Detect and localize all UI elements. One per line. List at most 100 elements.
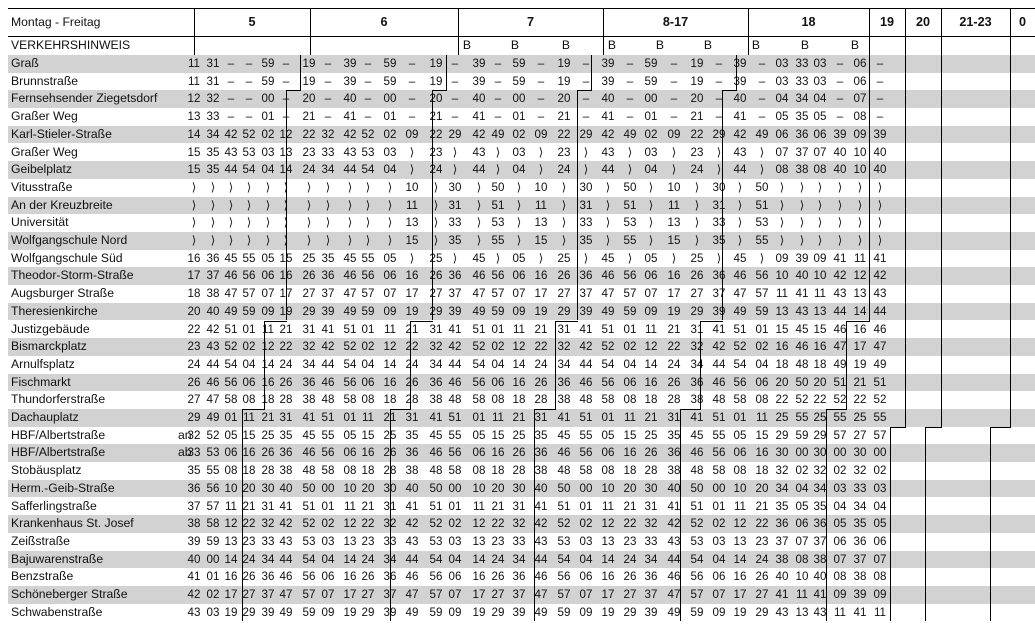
- departure-time: 26: [302, 269, 316, 283]
- stop-name: Wolfgangschule Nord: [11, 233, 128, 247]
- departure-time: ⟩: [759, 251, 765, 265]
- departure-time: 01: [361, 322, 375, 336]
- departure-time: 35: [795, 110, 809, 124]
- departure-time: 18: [242, 464, 256, 478]
- stop-row: Krankenhaus St. Josef 38 58 12 22 32 42 52 02 12 2…: [8, 515, 1035, 533]
- departure-time: –: [227, 110, 235, 124]
- departure-time: 05: [833, 517, 847, 531]
- departure-time: 26: [261, 446, 275, 460]
- departure-time: 34: [644, 552, 658, 566]
- departure-time: ⟩: [627, 251, 633, 265]
- departure-time: –: [670, 74, 678, 88]
- departure-time: ⟩: [191, 180, 197, 194]
- departure-time: –: [277, 108, 295, 126]
- departure-time: 51: [343, 322, 357, 336]
- departure-time: 30: [712, 180, 726, 194]
- departure-time: ⟩: [476, 198, 482, 212]
- departure-time: 22: [187, 322, 201, 336]
- departure-time: 09: [405, 127, 419, 141]
- hour-separator: [603, 8, 604, 55]
- departure-time: ⟩: [627, 145, 633, 159]
- departure-time: 33: [206, 110, 220, 124]
- departure-time: 46: [429, 446, 443, 460]
- hour-header-0: 0: [1018, 15, 1026, 29]
- departure-time: 33: [712, 216, 726, 230]
- departure-time: 41: [405, 499, 419, 513]
- departure-time: ⟩: [817, 234, 823, 247]
- departure-time: 49: [833, 357, 847, 371]
- departure-time: 34: [795, 92, 809, 106]
- departure-time: 46: [579, 375, 593, 389]
- departure-time: 15: [187, 163, 201, 177]
- departure-time: 13: [343, 534, 357, 548]
- departure-time: 11: [601, 499, 615, 513]
- departure-time: 01: [261, 110, 275, 124]
- departure-time: 35: [853, 517, 867, 531]
- departure-time: 27: [187, 393, 201, 407]
- departure-time: –: [537, 57, 545, 70]
- departure-time: 55: [321, 428, 335, 442]
- departure-time: 31: [261, 499, 275, 513]
- stop-row: Schöneberger Straße 42 02 17 27 37 47 57 07 17 27 3…: [8, 586, 1035, 604]
- departure-time: 17: [472, 588, 486, 601]
- stop-name: HBF/Albertstraße: [11, 445, 106, 460]
- departure-time: 49: [472, 304, 486, 318]
- departure-time: 39: [448, 304, 462, 318]
- departure-time: 39: [873, 127, 887, 141]
- departure-time: 19: [557, 74, 571, 88]
- departure-time: 12: [512, 340, 526, 354]
- departure-time: 21: [853, 375, 867, 389]
- hour-step-line: [700, 320, 723, 322]
- departure-time: 33: [644, 534, 658, 548]
- departure-time: 09: [512, 304, 526, 318]
- departure-time: 42: [534, 517, 548, 531]
- departure-time: ⟩: [495, 163, 501, 177]
- hour-step-line: [577, 90, 592, 92]
- departure-time: 02: [512, 127, 526, 141]
- departure-time: 00: [512, 92, 526, 106]
- departure-time: –: [282, 74, 290, 88]
- departure-time: 51: [302, 499, 316, 513]
- departure-time: 08: [733, 464, 747, 478]
- departure-time: 34: [690, 357, 704, 371]
- departure-time: 48: [690, 464, 704, 478]
- departure-time: 09: [775, 251, 789, 265]
- departure-time: 19: [557, 57, 571, 70]
- departure-time: ⟩: [716, 163, 722, 177]
- departure-time: 35: [813, 499, 827, 513]
- departure-time: 51: [557, 499, 571, 513]
- departure-time: 49: [755, 127, 769, 141]
- departure-time: 36: [775, 517, 789, 531]
- departure-time: 10: [667, 180, 681, 194]
- departure-time: –: [836, 92, 844, 106]
- departure-time: 22: [534, 340, 548, 354]
- departure-time: ⟩: [265, 198, 271, 212]
- departure-time: 35: [579, 234, 593, 247]
- departure-time: 58: [224, 393, 238, 407]
- departure-time: 09: [712, 605, 726, 619]
- departure-time: 08: [601, 464, 615, 478]
- departure-time: 46: [833, 322, 847, 336]
- departure-time: 21: [534, 322, 548, 336]
- stop-row: Bismarckplatz 23 43 52 02 12 22 32 42 52 02 12 22 32 4…: [8, 338, 1035, 356]
- departure-time: ⟩: [452, 163, 458, 177]
- departure-time: 15: [361, 428, 375, 442]
- departure-time: ⟩: [409, 251, 415, 265]
- departure-time: 24: [279, 357, 293, 371]
- departure-time: 06: [644, 269, 658, 283]
- departure-time: 59: [557, 605, 571, 619]
- departure-time: 52: [873, 393, 887, 407]
- departure-time: 07: [644, 287, 658, 301]
- departure-time: 40: [873, 163, 887, 177]
- departure-time: 16: [405, 269, 419, 283]
- departure-time: 42: [712, 340, 726, 354]
- departure-time: ⟩: [561, 234, 567, 247]
- departure-time: ⟩: [347, 198, 353, 212]
- departure-time: 57: [429, 588, 443, 601]
- notice-mark: B: [655, 38, 665, 52]
- departure-time: 26: [361, 570, 375, 584]
- departure-time: 31: [690, 322, 704, 336]
- hour-separator: [300, 55, 301, 91]
- departure-time: 29: [775, 428, 789, 442]
- departure-time: 53: [361, 145, 375, 159]
